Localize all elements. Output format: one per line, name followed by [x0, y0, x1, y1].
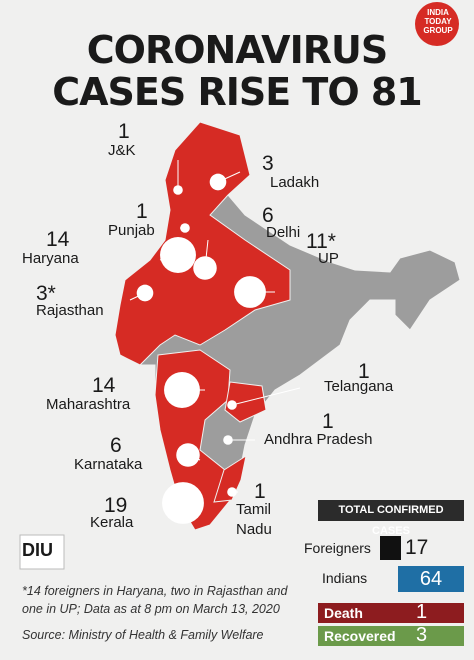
- case-count: 19: [104, 494, 128, 517]
- case-count: 1: [322, 410, 334, 433]
- case-circle: [136, 284, 154, 302]
- recovered-value: 3: [416, 624, 428, 646]
- state-name: Maharashtra: [46, 396, 131, 413]
- state-name: Karnataka: [74, 456, 143, 473]
- foreigners-value: 17: [405, 536, 429, 559]
- state-name: Tamil Nadu: [236, 501, 272, 538]
- indians-bar: 64: [398, 566, 464, 592]
- diu-logo: DIU: [22, 540, 53, 560]
- summary-heading: TOTAL CONFIRMED CASES: [318, 500, 464, 537]
- case-circle: [234, 276, 266, 308]
- state-name: Haryana: [22, 250, 79, 267]
- state-name: Andhra Pradesh: [264, 431, 373, 448]
- case-count: 6: [110, 434, 122, 457]
- logo: INDIA TODAY GROUP: [418, 8, 458, 35]
- death-row: [318, 603, 464, 623]
- case-circle: [180, 223, 190, 233]
- case-circle: [173, 185, 183, 195]
- case-count: 3: [262, 152, 274, 175]
- title-line: CORONAVIRUS: [86, 28, 388, 72]
- state-name: J&K: [108, 142, 136, 159]
- affected-tamil-nadu: [213, 454, 247, 503]
- recovered-label: Recovered: [324, 628, 396, 644]
- foreigners-bar: [380, 536, 401, 560]
- case-circle: [223, 435, 233, 445]
- case-count: 1: [358, 360, 370, 383]
- state-name: Punjab: [108, 222, 155, 239]
- summary-label: Indians: [322, 570, 368, 586]
- footnote: *14 foreigners in Haryana, two in Rajast…: [22, 584, 288, 598]
- summary-label: Foreigners: [304, 540, 371, 556]
- case-circle: [162, 482, 204, 524]
- state-name: Kerala: [90, 514, 134, 531]
- case-circle: [193, 256, 217, 280]
- title-line: CASES RISE TO 81: [52, 70, 423, 114]
- state-name: Rajasthan: [36, 302, 104, 319]
- case-count: 6: [262, 204, 274, 227]
- case-count: 11*: [306, 230, 336, 253]
- leader-line: [231, 387, 301, 406]
- case-count: 14: [92, 374, 116, 397]
- case-circle: [164, 372, 200, 408]
- case-circle: [227, 400, 237, 410]
- indians-value: 64: [419, 568, 443, 590]
- case-circle: [227, 487, 237, 497]
- logo-line: GROUP: [423, 26, 453, 35]
- case-count: 1: [136, 200, 148, 223]
- logo-badge: [415, 2, 459, 46]
- case-count: 1: [118, 120, 130, 143]
- case-circle: [209, 173, 227, 191]
- state-name: UP: [318, 250, 339, 267]
- diu-badge: [19, 534, 65, 570]
- logo-line: INDIA: [427, 8, 449, 17]
- death-label: Death: [324, 605, 363, 621]
- source: Source: Ministry of Health & Family Welf…: [22, 628, 264, 642]
- case-circle: [176, 443, 200, 467]
- death-value: 1: [416, 601, 428, 623]
- case-count: 14: [46, 228, 70, 251]
- footnote: one in UP; Data as at 8 pm on March 13, …: [22, 602, 280, 616]
- recovered-row: [318, 626, 464, 646]
- logo-line: TODAY: [424, 17, 452, 26]
- state-name: Ladakh: [270, 174, 320, 191]
- case-count: 3*: [36, 282, 56, 305]
- case-count: 1: [254, 480, 266, 503]
- state-name: Delhi: [266, 224, 301, 241]
- state-name: Telangana: [324, 378, 394, 395]
- case-circle: [160, 237, 196, 273]
